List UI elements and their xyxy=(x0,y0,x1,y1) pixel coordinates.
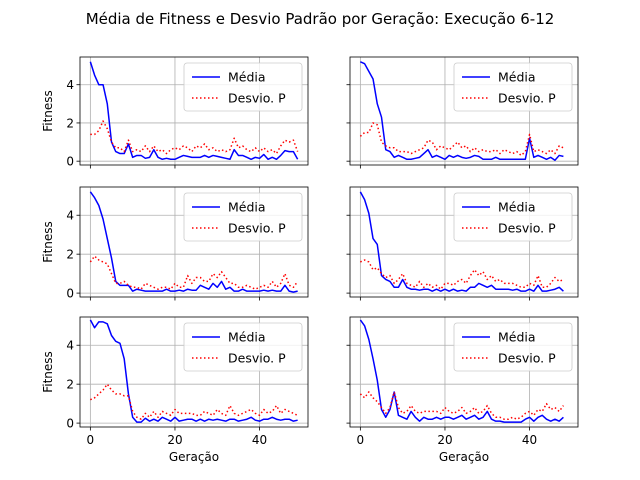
std-series-line xyxy=(90,383,298,420)
y-tick-label: 4 xyxy=(66,339,74,353)
legend: Média Desvio. P xyxy=(453,192,573,242)
legend-box xyxy=(453,62,573,112)
legend-label: Média xyxy=(498,330,536,345)
plot-frame xyxy=(349,56,579,166)
x-tick-label: 0 xyxy=(87,433,95,447)
x-axis-label: Geração xyxy=(439,450,489,464)
mean-series-line xyxy=(89,191,298,293)
plot-frame xyxy=(349,186,579,298)
y-tick-label: 0 xyxy=(66,417,74,431)
x-tick-label: 20 xyxy=(167,433,182,447)
legend-box xyxy=(453,322,573,372)
x-tick-label: 0 xyxy=(357,433,365,447)
legend-box xyxy=(183,192,303,242)
plot-frame xyxy=(79,186,309,298)
legend: Média Desvio. P xyxy=(183,62,303,112)
x-tick-label: 20 xyxy=(437,433,452,447)
legend-box xyxy=(183,62,303,112)
y-axis-label: Fitness xyxy=(41,90,55,132)
legend: Média Desvio. P xyxy=(183,322,303,372)
x-axis-label: Geração xyxy=(169,450,219,464)
legend-label: Média xyxy=(228,70,266,85)
subplot-row3-right: 0 20 40 Geração Média Desvio. P xyxy=(346,316,579,464)
legend-label: Desvio. P xyxy=(228,91,286,106)
subplot-row1-left: 0 2 4 Fitness Média Desvio. P xyxy=(41,56,309,169)
x-tick-label: 40 xyxy=(252,433,267,447)
legend-label: Média xyxy=(228,200,266,215)
legend: Média Desvio. P xyxy=(453,62,573,112)
y-tick-label: 2 xyxy=(66,248,74,262)
legend-label: Desvio. P xyxy=(498,91,556,106)
legend-label: Média xyxy=(498,200,536,215)
std-series-line xyxy=(360,259,564,290)
std-series-line xyxy=(359,391,565,420)
y-tick-label: 2 xyxy=(66,116,74,130)
y-tick-label: 2 xyxy=(66,378,74,392)
legend: Média Desvio. P xyxy=(183,192,303,242)
legend-box xyxy=(453,192,573,242)
plot-frame xyxy=(79,56,309,166)
mean-series-line xyxy=(359,319,564,423)
legend-label: Média xyxy=(498,70,536,85)
legend-label: Desvio. P xyxy=(228,351,286,366)
subplot-row2-right: Média Desvio. P xyxy=(346,186,579,301)
std-series-line xyxy=(359,122,564,157)
y-axis-label: Fitness xyxy=(41,351,55,393)
legend-label: Desvio. P xyxy=(498,221,556,236)
legend-box xyxy=(183,322,303,372)
subplot-grid: 0 2 4 Fitness Média Desvio. P Média Desvio. P 0 2… xyxy=(41,56,579,464)
std-series-line xyxy=(89,255,299,290)
y-tick-label: 0 xyxy=(66,155,74,169)
subplot-row1-right: Média Desvio. P xyxy=(346,56,579,169)
mean-series-line xyxy=(89,319,298,423)
y-tick-label: 0 xyxy=(66,287,74,301)
legend-label: Média xyxy=(228,330,266,345)
y-axis-label: Fitness xyxy=(41,221,55,263)
plot-frame xyxy=(349,316,579,428)
mean-series-line xyxy=(359,191,564,292)
y-tick-label: 4 xyxy=(66,209,74,223)
figure-title: Média de Fitness e Desvio Padrão por Ger… xyxy=(86,10,555,28)
y-tick-label: 4 xyxy=(66,78,74,92)
subplot-row2-left: 0 2 4 Fitness Média Desvio. P xyxy=(41,186,309,301)
legend-label: Desvio. P xyxy=(228,221,286,236)
legend-label: Desvio. P xyxy=(498,351,556,366)
mean-series-line xyxy=(360,61,564,161)
mean-series-line xyxy=(89,61,299,161)
plot-frame xyxy=(79,316,309,428)
legend: Média Desvio. P xyxy=(453,322,573,372)
x-tick-label: 40 xyxy=(522,433,537,447)
subplot-row3-left: 0 20 40 0 2 4 Fitness Geração Média Desvio. P xyxy=(41,316,309,464)
